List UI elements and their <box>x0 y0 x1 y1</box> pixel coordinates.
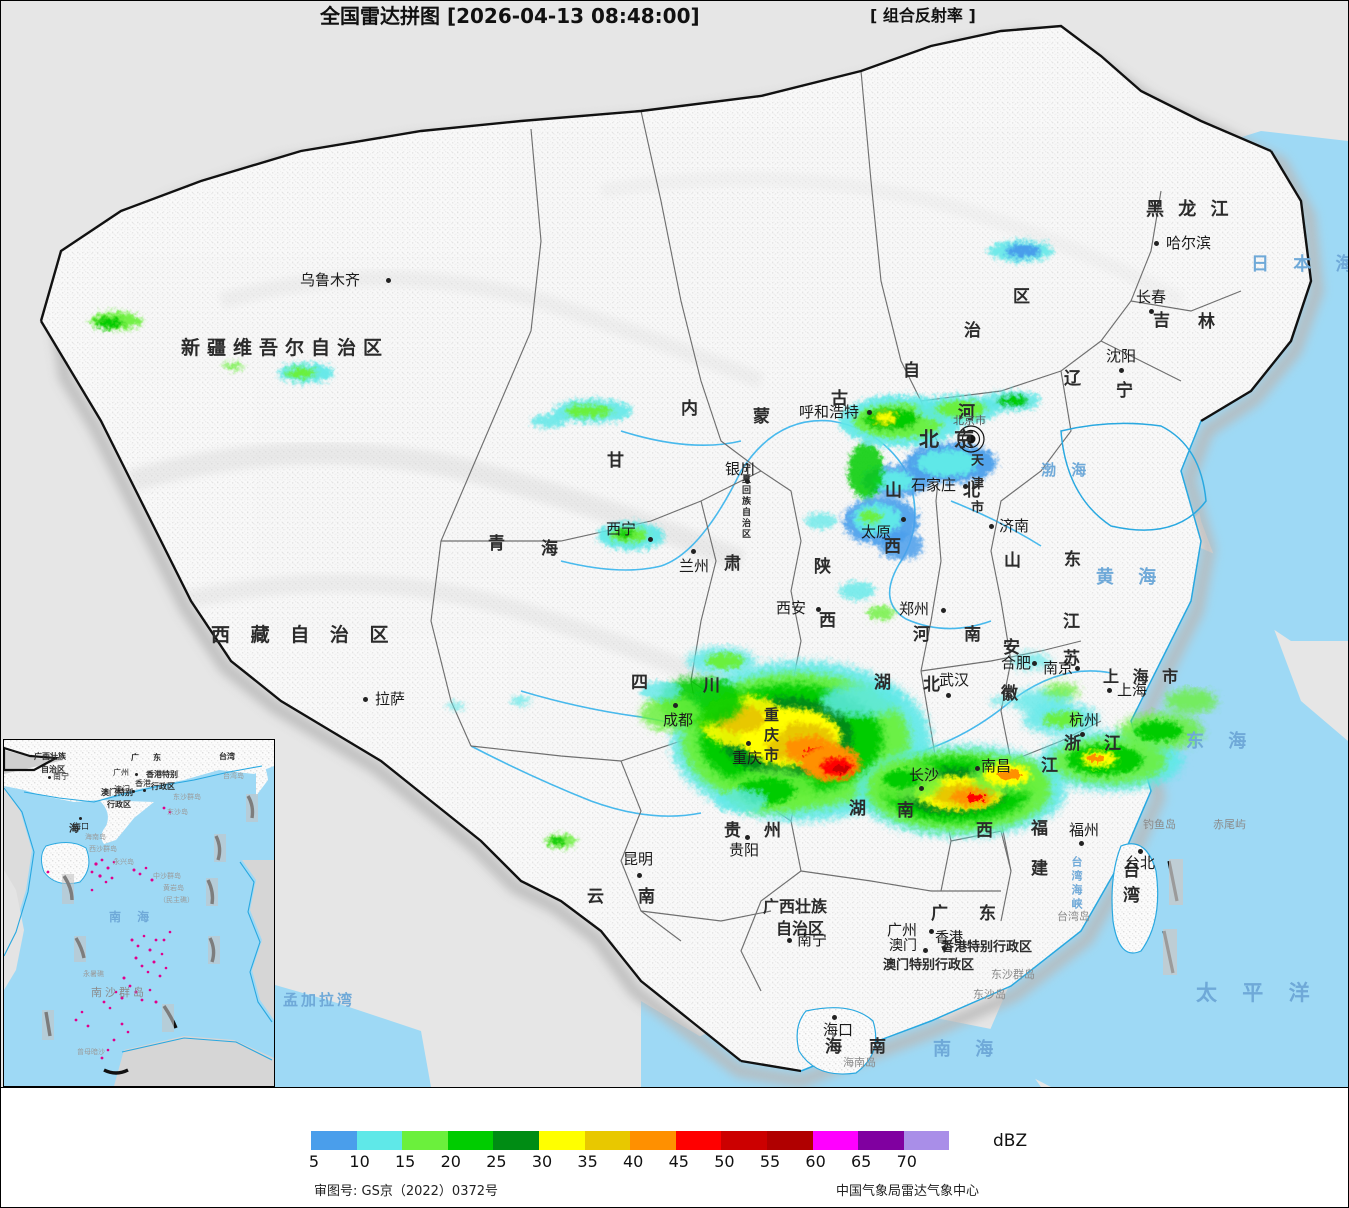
china-radar-map[interactable] <box>1 1 1348 1087</box>
city-dot-lhasa <box>363 697 368 702</box>
colorbar-swatch-35 <box>584 1131 631 1150</box>
colorbar-swatch-10 <box>356 1131 403 1150</box>
colorbar-swatch-65 <box>858 1131 904 1150</box>
city-dot-shijiazhuang <box>963 484 968 489</box>
inset-dot-haikou <box>79 817 82 820</box>
inset-dot-hongkong <box>143 789 146 792</box>
city-dot-lanzhou <box>691 549 696 554</box>
city-dot-changchun <box>1149 309 1154 314</box>
city-dot-guangzhou <box>929 929 934 934</box>
tick-label-15: 15 <box>395 1152 416 1171</box>
tick-label-20: 20 <box>440 1152 461 1171</box>
colorbar-swatch-5 <box>311 1131 357 1150</box>
city-dot-chengdu <box>673 703 678 708</box>
tick-label-30: 30 <box>531 1152 553 1171</box>
city-dot-hangzhou <box>1080 732 1085 737</box>
tick-label-55: 55 <box>759 1152 781 1171</box>
tick-label-45: 45 <box>668 1152 689 1171</box>
city-dot-hohhot <box>867 410 872 415</box>
city-dot-chongqing <box>746 741 751 746</box>
islands <box>796 843 1183 1075</box>
city-dot-changsha <box>919 786 924 791</box>
city-dot-kunming <box>637 873 642 878</box>
dbz-colorbar[interactable] <box>311 1131 950 1150</box>
city-dot-jinan <box>989 524 994 529</box>
colorbar-swatch-70 <box>903 1131 950 1150</box>
inset-svg <box>4 740 274 1086</box>
colorbar-swatch-20 <box>447 1131 494 1150</box>
tick-label-65: 65 <box>851 1152 872 1171</box>
colorbar-swatch-55 <box>766 1131 813 1150</box>
city-dot-urumqi <box>386 278 391 283</box>
tick-label-5: 5 <box>308 1152 320 1171</box>
tick-label-25: 25 <box>486 1152 507 1171</box>
city-dot-harbin <box>1154 241 1159 246</box>
city-dot-zhengzhou <box>941 608 946 613</box>
radar-echo-layer <box>90 240 1217 848</box>
city-dot-fuzhou <box>1079 841 1084 846</box>
city-dot-wuhan <box>946 693 951 698</box>
national-border <box>39 24 1313 1073</box>
south-china-sea-inset-map[interactable] <box>3 739 275 1087</box>
inset-dot-macau <box>132 790 135 793</box>
colorbar-swatch-60 <box>812 1131 859 1150</box>
colorbar-swatch-50 <box>721 1131 767 1150</box>
city-dot-xining <box>648 537 653 542</box>
city-dot-shenyang <box>1119 368 1124 373</box>
city-dot-shanghai <box>1107 688 1112 693</box>
coastline <box>800 420 1207 1072</box>
colorbar-swatch-15 <box>402 1131 448 1150</box>
city-dot-guiyang <box>745 835 750 840</box>
terrain-texture <box>41 26 1311 1071</box>
tick-label-50: 50 <box>714 1152 735 1171</box>
issuing-agency: 中国气象局雷达气象中心 <box>836 1184 980 1199</box>
colorbar-swatch-45 <box>675 1131 722 1150</box>
dbz-unit-label: dBZ <box>993 1131 1028 1151</box>
colorbar-swatch-30 <box>538 1131 585 1150</box>
legend-title: 全国雷达拼图 [2026-04-13 08:48:00] <box>320 4 700 28</box>
inset-dot-nanning <box>48 776 51 779</box>
colorbar-swatch-40 <box>630 1131 676 1150</box>
inset-dot-guangzhou <box>135 773 138 776</box>
colorbar-swatch-25 <box>493 1131 539 1150</box>
city-dot-yinchuan <box>745 479 750 484</box>
city-dot-taiyuan <box>901 517 906 522</box>
map-panel[interactable]: 新疆维吾尔自治区 西 藏 自 治 区 青 海 甘 肃 内 蒙 古 自 治 区 宁… <box>0 0 1349 1088</box>
dbz-tick-labels: 5 10 15 20 25 30 35 40 45 50 55 60 65 70 <box>0 1152 1349 1174</box>
tick-label-40: 40 <box>623 1152 644 1171</box>
tick-label-35: 35 <box>577 1152 598 1171</box>
city-dot-hefei <box>1032 661 1037 666</box>
map-approval-number: 审图号: GS京（2022）0372号 <box>314 1184 499 1199</box>
city-dot-nanjing <box>1075 666 1080 671</box>
tick-label-10: 10 <box>349 1152 370 1171</box>
legend-product-type: [ 组合反射率 ] <box>870 6 976 25</box>
city-dot-hongkong <box>942 946 947 951</box>
tick-label-60: 60 <box>805 1152 826 1171</box>
city-dot-haikou <box>832 1015 837 1020</box>
city-dot-macau <box>923 948 928 953</box>
beijing-radar-marker <box>957 425 985 453</box>
city-dot-nanchang <box>975 766 980 771</box>
city-dot-taipei <box>1138 849 1143 854</box>
city-dot-xian <box>816 607 821 612</box>
city-dot-nanning <box>787 938 792 943</box>
tick-label-70: 70 <box>896 1152 917 1171</box>
